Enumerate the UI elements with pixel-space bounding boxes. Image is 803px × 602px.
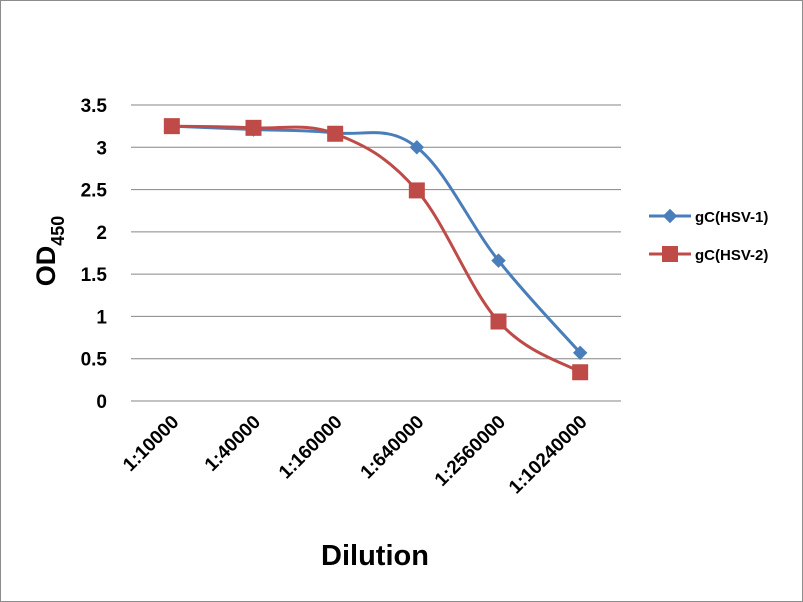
x-tick-label: 1:10000 (119, 412, 183, 476)
data-series (163, 118, 589, 381)
legend-marker (662, 246, 678, 262)
gridlines (131, 104, 621, 360)
data-point-gc-hsv-2 (572, 364, 589, 381)
series-line-gc-hsv-1 (171, 124, 582, 354)
x-axis-title: Dilution (321, 540, 429, 572)
y-axis-title: OD450 (31, 216, 68, 287)
series-gc-hsv-1 (164, 118, 588, 361)
data-point-gc-hsv-2 (327, 125, 344, 142)
legend-label: gC(HSV-1) (695, 209, 768, 226)
y-tick-label: 2 (96, 223, 107, 244)
x-tick-label: 1:640000 (357, 412, 429, 484)
x-tick-label: 1:160000 (275, 412, 347, 484)
data-point-gc-hsv-2 (245, 119, 262, 136)
data-point-gc-hsv-1 (409, 140, 425, 155)
data-point-gc-hsv-1 (491, 253, 506, 268)
y-tick-label: 0 (96, 392, 107, 413)
y-axis-tick-labels: 0 0.5 1 1.5 2 2.5 3 3.5 (81, 96, 108, 413)
legend-marker (662, 208, 678, 224)
data-point-gc-hsv-2 (490, 313, 507, 330)
y-tick-label: 3.5 (81, 96, 108, 117)
y-tick-label: 3 (96, 138, 107, 159)
series-line-gc-hsv-2 (171, 124, 581, 374)
y-tick-label: 1.5 (81, 265, 108, 286)
y-tick-label: 2.5 (81, 181, 108, 202)
y-tick-label: 1 (96, 307, 107, 328)
x-tick-label: 1:40000 (201, 412, 265, 476)
legend-item-gc-hsv-2: gC(HSV-2) (649, 246, 768, 264)
series-gc-hsv-2 (163, 118, 589, 381)
legend: gC(HSV-1) gC(HSV-2) (649, 208, 768, 264)
data-point-gc-hsv-2 (408, 182, 425, 199)
legend-label: gC(HSV-2) (695, 247, 768, 264)
y-tick-label: 0.5 (81, 350, 108, 371)
data-point-gc-hsv-1 (572, 345, 588, 361)
data-point-gc-hsv-2 (163, 118, 180, 135)
legend-item-gc-hsv-1: gC(HSV-1) (649, 208, 768, 226)
x-tick-label: 1:2560000 (431, 412, 510, 491)
x-tick-label: 1:10240000 (505, 412, 592, 499)
x-axis-tick-labels: 1:10000 1:40000 1:160000 1:640000 1:25600001… (119, 412, 591, 499)
